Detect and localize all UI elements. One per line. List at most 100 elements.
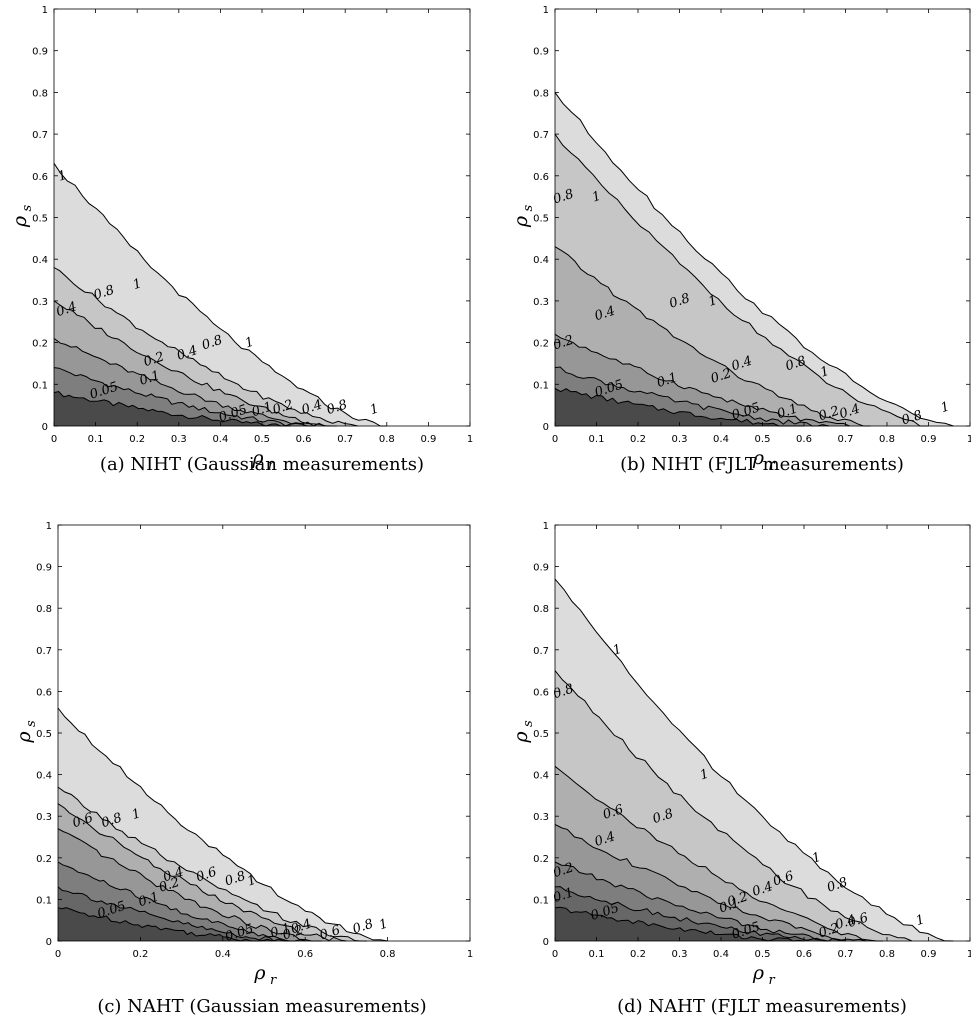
- contour-label-0.8: 0.8: [92, 283, 116, 304]
- x-tick-label: 0.8: [879, 949, 895, 960]
- contour-label-0.2: 0.2: [709, 366, 733, 387]
- contour-line-0.1: [57, 886, 289, 942]
- x-tick-label: 0.5: [254, 434, 270, 445]
- y-tick-label: 0.8: [32, 88, 48, 99]
- contour-line-0.05: [53, 390, 292, 427]
- x-tick-label: 1: [467, 949, 473, 960]
- chart-panel-2: 0.050.050.10.10.20.20.40.40.60.60.60.80.…: [13, 521, 473, 1017]
- contour-line-0.1: [554, 366, 830, 427]
- contour-line-0.8: [53, 267, 358, 427]
- y-tick-label: 0.6: [533, 172, 549, 183]
- x-tick-label: 0.2: [630, 949, 646, 960]
- y-tick-label: 0.9: [533, 47, 549, 58]
- y-tick-label: 0.4: [533, 255, 549, 266]
- y-tick-label: 0.6: [533, 687, 549, 698]
- y-tick-label: 1: [543, 521, 549, 532]
- x-axis-label: ρ: [251, 447, 264, 469]
- contour-fill-core: [555, 907, 804, 941]
- contour-line-1: [554, 92, 954, 427]
- x-axis-label-sub: r: [268, 458, 275, 473]
- contour-line-0.8: [554, 133, 929, 427]
- contour-label-0.8: 0.8: [825, 875, 849, 896]
- contour-line-0.4: [53, 300, 337, 427]
- y-tick-label: 0.4: [32, 255, 48, 266]
- contour-line-0.8: [554, 670, 913, 942]
- contour-label-0.6: 0.6: [318, 923, 342, 944]
- y-axis-label-sub: s: [521, 720, 536, 727]
- y-axis-label: ρ: [510, 215, 532, 228]
- contour-line-0.4: [57, 828, 322, 942]
- contour-label-0.8: 0.8: [667, 291, 691, 312]
- y-tick-label: 0.4: [533, 771, 549, 782]
- x-tick-label: 0.5: [755, 949, 771, 960]
- contour-label-0.8: 0.8: [651, 806, 675, 827]
- y-tick-label: 0.1: [533, 380, 549, 391]
- contour-line-0.6: [554, 765, 883, 942]
- y-tick-label: 0.9: [36, 563, 52, 574]
- contour-label-0.4: 0.4: [161, 865, 185, 886]
- contour-line-0.1: [554, 886, 829, 942]
- x-axis-label: ρ: [253, 962, 266, 984]
- contour-line-0.4: [554, 246, 871, 427]
- x-tick-label: 0.6: [296, 434, 312, 445]
- x-tick-label: 0.3: [171, 434, 187, 445]
- contour-line-0.2: [57, 861, 306, 942]
- contour-label-0.8: 0.8: [223, 869, 247, 890]
- contour-label-0.4: 0.4: [593, 829, 617, 850]
- x-tick-label: 0.4: [215, 949, 231, 960]
- y-axis-label-group: ρs: [13, 720, 39, 744]
- contour-label-0.1: 0.1: [775, 402, 799, 423]
- contour-label-0.2: 0.2: [281, 923, 305, 944]
- contour-label-0.1: 0.1: [268, 921, 292, 942]
- y-tick-label: 0: [543, 937, 549, 948]
- contour-label-0.6: 0.6: [194, 865, 218, 886]
- contour-label-0.8: 0.8: [551, 682, 575, 703]
- y-tick-label: 1: [46, 521, 52, 532]
- x-axis-label-sub: r: [769, 458, 776, 473]
- contour-label-0.2: 0.2: [271, 397, 295, 418]
- x-tick-label: 0.9: [921, 949, 937, 960]
- y-axis-label: ρ: [13, 731, 35, 744]
- contour-label-1: 1: [914, 912, 927, 929]
- contour-label-0.1: 0.1: [717, 896, 741, 917]
- panel-caption: (a) NIHT (Gaussian measurements): [100, 454, 424, 475]
- y-axis-label: ρ: [510, 731, 532, 744]
- contour-line-1: [57, 707, 388, 942]
- contour-label-0.4: 0.4: [730, 354, 754, 375]
- contour-label-0.8: 0.8: [784, 354, 808, 375]
- x-tick-label: 0.7: [337, 434, 353, 445]
- y-tick-label: 0.1: [533, 895, 549, 906]
- contour-label-0.4: 0.4: [750, 879, 774, 900]
- contour-label-0.4: 0.4: [289, 917, 313, 938]
- contour-label-0.6: 0.6: [71, 811, 95, 832]
- x-tick-label: 0.6: [297, 949, 313, 960]
- contour-label-0.1: 0.1: [250, 399, 274, 420]
- y-tick-label: 0.2: [533, 339, 549, 350]
- x-tick-label: 0.7: [838, 949, 854, 960]
- contour-label-0.2: 0.2: [142, 349, 166, 370]
- contour-line-0.2: [554, 861, 846, 942]
- panel-caption: (b) NIHT (FJLT measurements): [620, 454, 904, 475]
- x-tick-label: 0.8: [380, 949, 396, 960]
- contour-label-0.8: 0.8: [900, 408, 924, 429]
- contour-label-1: 1: [368, 401, 381, 418]
- x-tick-label: 0.6: [796, 434, 812, 445]
- y-tick-label: 0.8: [533, 604, 549, 615]
- x-tick-label: 0.3: [672, 434, 688, 445]
- y-tick-label: 0.7: [533, 646, 549, 657]
- contour-label-0.8: 0.8: [200, 333, 224, 354]
- chart-panel-0: 0.050.050.10.10.20.20.40.40.40.80.80.811…: [9, 5, 473, 475]
- x-axis-label: ρ: [752, 962, 765, 984]
- y-axis-label: ρ: [9, 215, 31, 228]
- y-tick-label: 0.2: [36, 854, 52, 865]
- y-tick-label: 0.9: [32, 47, 48, 58]
- x-tick-label: 0.4: [713, 949, 729, 960]
- y-tick-label: 0.7: [36, 646, 52, 657]
- x-tick-label: 0.3: [672, 949, 688, 960]
- panel-caption: (c) NAHT (Gaussian measurements): [97, 996, 426, 1017]
- y-tick-label: 1: [42, 5, 48, 16]
- contour-label-0.4: 0.4: [175, 343, 199, 364]
- contour-label-0.6: 0.6: [846, 910, 870, 931]
- contour-label-0.4: 0.4: [838, 402, 862, 423]
- contour-label-0.6: 0.6: [601, 802, 625, 823]
